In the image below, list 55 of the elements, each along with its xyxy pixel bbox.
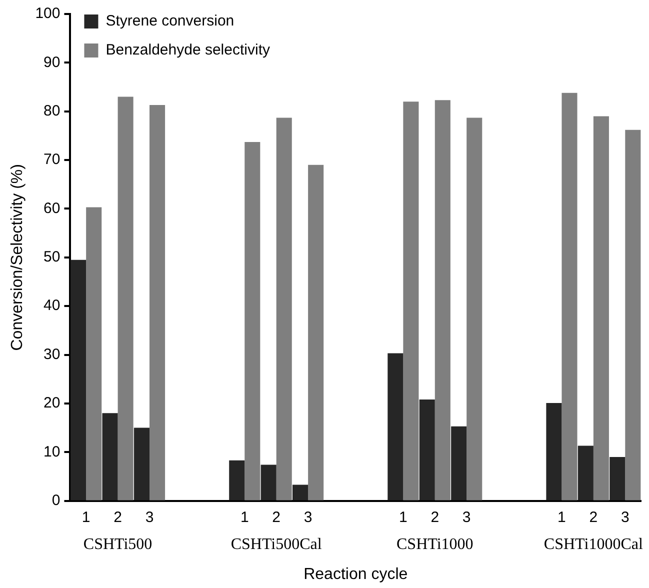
x-tick-label: 1 [558, 508, 566, 526]
x-tick-label: 3 [620, 508, 630, 526]
y-tick-label: 80 [44, 102, 60, 120]
text: CSHTi1000 [396, 536, 474, 554]
x-tick-label: 3 [304, 508, 312, 526]
bar [134, 428, 150, 500]
bar [403, 102, 419, 500]
x-axis-title: Reaction cycle [304, 566, 408, 583]
x-tick-label: 1 [399, 508, 408, 526]
bar [229, 460, 245, 500]
x-tick-label: 3 [462, 508, 471, 526]
x-tick-label: 2 [114, 508, 122, 526]
bar [451, 426, 467, 500]
x-tick-label: 2 [589, 508, 598, 526]
bar [276, 118, 292, 500]
y-tick-label: 100 [35, 5, 60, 22]
bar [244, 142, 260, 500]
x-tick-label: 2 [430, 508, 440, 526]
y-tick-label: 0 [52, 492, 60, 509]
text: CSHTi500Cal [230, 536, 322, 554]
bar [260, 464, 276, 500]
y-axis-title: Conversion/Selectivity (%) [9, 164, 26, 351]
bar [388, 353, 404, 500]
y-tick-label: 60 [44, 200, 60, 217]
bar [625, 130, 641, 500]
legend-label: Benzaldehyde selectivity [106, 42, 270, 59]
bar [308, 164, 324, 500]
y-tick-label: 50 [44, 248, 60, 266]
bar [578, 446, 594, 500]
bar [466, 118, 482, 500]
bar [562, 92, 578, 500]
bar [593, 116, 609, 500]
y-tick-label: 90 [44, 54, 60, 71]
bar [546, 402, 562, 500]
y-tick-label: 10 [44, 443, 60, 460]
text: CSHTi1000Cal [544, 536, 644, 554]
bar [419, 400, 435, 500]
bar [118, 96, 134, 500]
bar [610, 456, 626, 500]
x-tick-label: 1 [82, 508, 90, 526]
y-tick-label: 70 [44, 151, 60, 168]
x-tick-label: 1 [240, 508, 249, 526]
legend-label: Styrene conversion [106, 12, 234, 30]
text: CSHTi500 [83, 536, 152, 554]
y-tick-label: 30 [44, 346, 60, 363]
y-tick-label: 40 [44, 297, 60, 314]
x-tick-label: 2 [272, 508, 281, 526]
bar [70, 260, 86, 500]
bar [86, 207, 102, 500]
bar [434, 100, 450, 500]
bar [150, 105, 166, 500]
y-tick-label: 20 [44, 394, 60, 412]
bar [102, 413, 118, 500]
x-tick-label: 3 [145, 508, 154, 526]
bar [292, 484, 308, 500]
